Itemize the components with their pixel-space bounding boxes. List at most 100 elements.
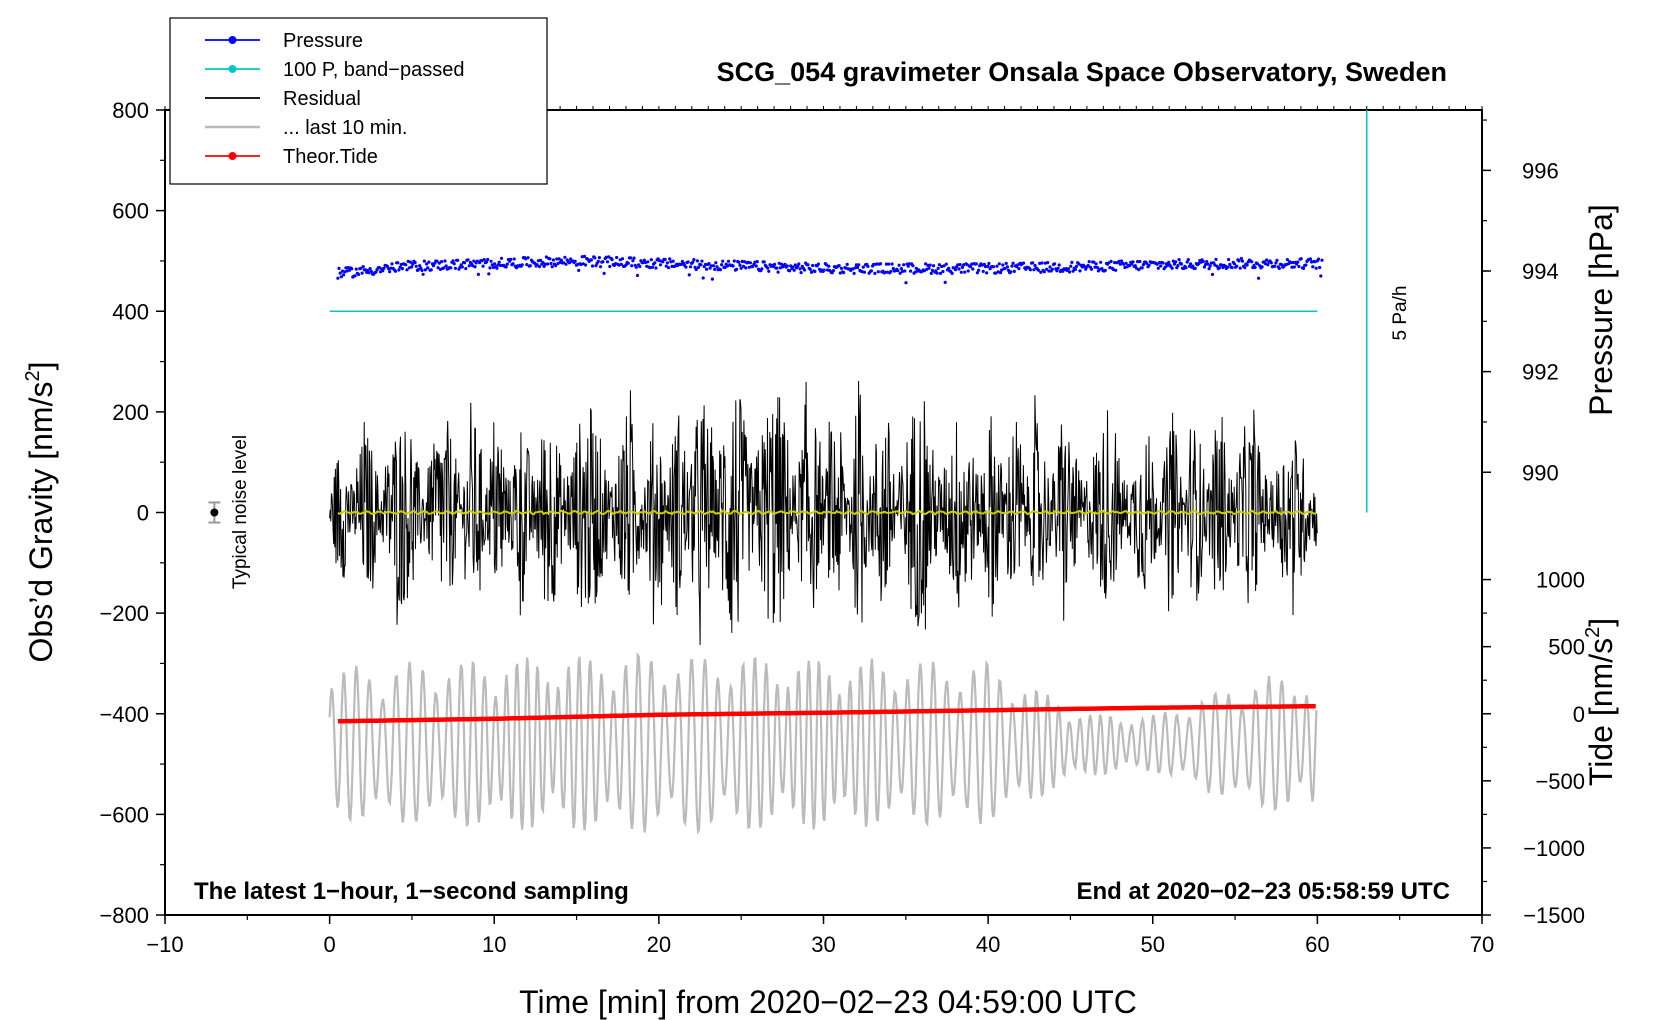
pressure-point	[1193, 266, 1197, 270]
pressure-point	[1280, 263, 1284, 267]
pressure-point	[1017, 267, 1021, 271]
tide-tick-label: 0	[1573, 702, 1585, 727]
pressure-point	[528, 264, 532, 268]
pressure-point	[444, 264, 448, 268]
legend-label: Theor.Tide	[283, 146, 378, 168]
tide-tick-label: −500	[1535, 769, 1585, 794]
pressure-point	[584, 263, 588, 267]
pressure-point	[767, 269, 771, 273]
chart-title: SCG_054 gravimeter Onsala Space Observat…	[717, 57, 1447, 87]
pressure-point	[1045, 267, 1049, 271]
pressure-point	[1141, 263, 1145, 267]
pressure-point	[827, 264, 831, 268]
residual-line	[329, 380, 1318, 646]
noise-level-label: Typical noise level	[230, 435, 251, 589]
pressure-point	[1113, 261, 1117, 265]
pressure-point	[670, 264, 674, 268]
pressure-point	[582, 254, 587, 258]
pressure-point	[861, 265, 865, 269]
pressure-point	[889, 269, 893, 273]
pressure-point	[653, 261, 657, 265]
pressure-point	[620, 257, 625, 261]
tide-tick-label: 1000	[1536, 568, 1585, 593]
pressure-point	[555, 257, 559, 261]
pressure-point	[1179, 262, 1183, 266]
pressure-point	[354, 267, 358, 271]
pressure-point	[1214, 257, 1218, 261]
pressure-point	[1285, 258, 1289, 262]
pressure-point	[1167, 260, 1171, 264]
pressure-point	[1137, 268, 1141, 272]
pressure-point	[773, 262, 777, 266]
pressure-point	[785, 264, 789, 268]
pressure-point	[390, 262, 394, 266]
pressure-point	[453, 266, 457, 270]
pressure-point	[997, 262, 1001, 266]
pressure-point	[482, 258, 486, 262]
pressure-point	[342, 273, 346, 277]
pressure-point	[1228, 262, 1232, 266]
x-tick-label: 0	[324, 932, 336, 957]
pressure-point	[808, 267, 812, 271]
pressure-point	[607, 255, 611, 259]
pressure-point	[906, 264, 910, 268]
pressure-point	[648, 266, 652, 270]
pressure-point	[709, 264, 713, 268]
pressure-point	[1071, 269, 1075, 273]
pressure-point	[822, 268, 826, 272]
pressure-point	[1202, 265, 1206, 269]
pressure-point	[416, 267, 421, 272]
pressure-point	[909, 269, 913, 273]
pressure-point	[336, 276, 340, 280]
pressure-point	[596, 259, 600, 263]
legend-label: ... last 10 min.	[283, 117, 408, 139]
pressure-point	[605, 260, 610, 264]
pressure-point	[737, 260, 741, 264]
pressure-point	[1201, 259, 1205, 264]
pressure-point	[755, 260, 759, 264]
pressure-point	[1147, 263, 1151, 267]
legend-marker	[228, 152, 237, 160]
pressure-point	[1069, 264, 1073, 268]
legend-marker	[228, 36, 237, 44]
pressure-point	[875, 262, 879, 266]
pressure-point	[904, 281, 908, 285]
pressure-point	[1230, 266, 1234, 270]
pressure-point	[525, 263, 529, 267]
tide-axis-title: Tide [nm/s2]	[1582, 618, 1619, 786]
pressure-point	[856, 265, 860, 270]
pressure-point	[374, 270, 378, 274]
pressure-point	[974, 262, 978, 266]
pressure-point	[520, 263, 524, 267]
pressure-point	[1086, 263, 1090, 268]
pressure-point	[663, 257, 667, 262]
pressure-point	[936, 266, 940, 270]
pressure-point	[935, 271, 939, 275]
pressure-point	[1316, 257, 1321, 261]
pressure-point	[422, 259, 426, 263]
pressure-point	[1131, 260, 1135, 264]
pressure-point	[599, 265, 603, 269]
pressure-point	[489, 259, 493, 263]
pressure-point	[1077, 262, 1081, 266]
pressure-point	[927, 266, 931, 270]
pressure-point	[1000, 268, 1004, 272]
pressure-point	[965, 263, 969, 267]
pressure-point	[930, 268, 935, 272]
pressure-point	[766, 266, 770, 270]
tide-axis-title-exp: 2	[1582, 627, 1604, 638]
pressure-point	[1108, 266, 1112, 270]
pressure-point	[1296, 260, 1300, 264]
pressure-point	[619, 262, 623, 266]
pressure-series	[336, 254, 1324, 285]
pressure-point	[498, 263, 502, 267]
pressure-point	[452, 262, 456, 266]
y-axis-title: Obs’d Gravity [nm/s2]	[22, 362, 59, 663]
pressure-point	[423, 268, 427, 272]
pressure-point	[1311, 265, 1315, 269]
pressure-point	[1048, 265, 1052, 269]
pressure-point	[537, 265, 542, 269]
pressure-point	[1087, 260, 1091, 264]
pressure-point	[608, 264, 612, 269]
pressure-point	[1239, 256, 1243, 261]
